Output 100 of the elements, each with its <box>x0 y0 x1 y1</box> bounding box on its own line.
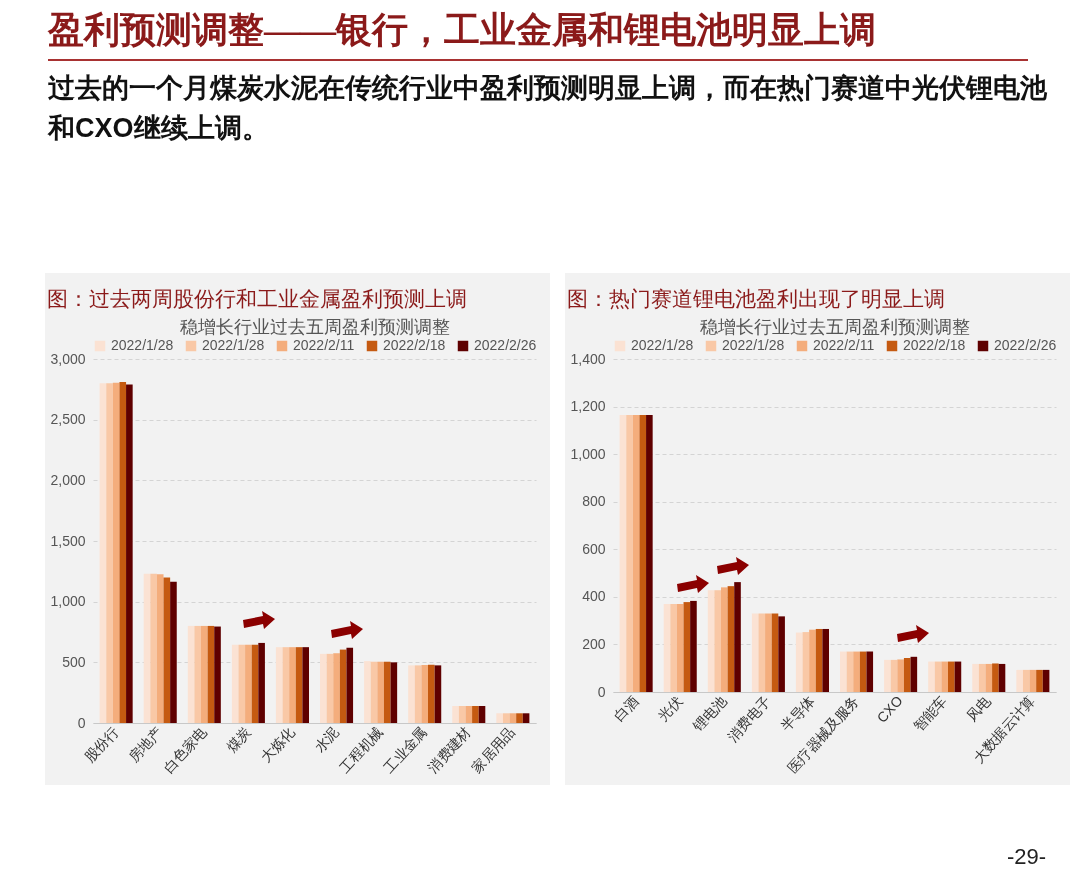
legend-label: 2022/1/28 <box>111 337 174 353</box>
bar <box>421 665 428 723</box>
x-tick-label: 白酒 <box>610 692 642 724</box>
bar <box>992 663 999 692</box>
bar <box>99 383 107 723</box>
bar <box>978 663 986 692</box>
y-tick-label: 0 <box>597 683 606 700</box>
bar <box>251 644 259 723</box>
bar <box>106 383 113 723</box>
bar <box>910 656 918 692</box>
bar <box>231 644 239 723</box>
legend-label: 2022/2/11 <box>813 337 875 353</box>
x-tick-label: 智能车 <box>909 692 950 735</box>
y-tick-label: 1,500 <box>50 532 86 549</box>
bar <box>734 582 741 692</box>
bar <box>954 661 962 692</box>
bar <box>163 577 171 723</box>
bar <box>802 632 810 692</box>
bar <box>289 647 296 723</box>
bar <box>414 665 422 723</box>
bar <box>1022 669 1030 692</box>
y-tick-label: 2,500 <box>50 411 86 428</box>
bar <box>509 713 517 723</box>
y-tick-label: 1,200 <box>570 398 606 415</box>
legend-label: 2022/2/11 <box>293 337 355 353</box>
bar <box>275 647 283 723</box>
bar <box>1016 669 1023 692</box>
bar <box>245 644 252 723</box>
y-tick-label: 2,000 <box>50 471 86 488</box>
x-tick-label: 锂电池 <box>688 692 730 736</box>
text: 过去的一个月煤炭水泥在传统行业中盈利预测明显上调，而在热门赛道中光伏锂电池和CXO继续上调。 <box>48 72 1048 145</box>
y-tick-label: 200 <box>582 635 606 652</box>
legend-label: 2022/1/28 <box>631 337 694 353</box>
bar <box>897 659 904 692</box>
bar <box>646 414 653 692</box>
bar <box>707 590 715 692</box>
bar <box>840 651 847 692</box>
bar <box>846 651 854 692</box>
bar <box>126 384 133 723</box>
bar <box>370 661 378 723</box>
bar <box>383 661 391 723</box>
bar <box>721 587 728 692</box>
bar <box>377 661 384 723</box>
bar <box>150 573 157 723</box>
y-tick-label: 1,400 <box>570 350 606 367</box>
text: -29- <box>1006 844 1046 870</box>
bar <box>516 713 523 723</box>
bar <box>502 713 510 723</box>
bar <box>815 628 823 692</box>
bar <box>771 613 779 692</box>
bar <box>928 661 935 692</box>
bar <box>670 603 677 692</box>
x-tick-label: 大炼化 <box>257 723 298 766</box>
chart-subtitle: 稳增长行业过去五周盈利预测调整 <box>699 317 970 337</box>
chart-subtitle: 稳增长行业过去五周盈利预测调整 <box>179 317 450 337</box>
bar <box>690 600 697 692</box>
legend-label: 2022/2/18 <box>383 337 446 353</box>
bar <box>238 644 246 723</box>
bar <box>408 665 415 723</box>
chart-title: 图：过去两周股份行和工业金属盈利预测上调 <box>47 286 467 312</box>
bar <box>948 661 955 692</box>
bar <box>795 632 803 692</box>
bar <box>452 706 459 723</box>
bar <box>941 661 948 692</box>
bar <box>985 663 993 692</box>
legend-label: 2022/1/28 <box>722 337 785 353</box>
bar <box>683 602 691 692</box>
bar <box>428 664 435 723</box>
bar <box>853 651 860 692</box>
bar <box>1036 669 1043 692</box>
bar <box>884 659 891 692</box>
bar <box>639 414 647 692</box>
bar <box>478 706 486 723</box>
bar <box>170 581 177 723</box>
bar <box>619 414 627 692</box>
bar <box>320 653 327 723</box>
bar <box>676 603 684 692</box>
legend-label: 2022/1/28 <box>202 337 265 353</box>
bar <box>859 651 867 692</box>
legend-label: 2022/2/18 <box>903 337 966 353</box>
bar <box>626 414 633 692</box>
chart-title: 图：热门赛道锂电池盈利出现了明显上调 <box>567 286 945 312</box>
bar <box>458 706 466 723</box>
bar <box>758 613 766 692</box>
x-tick-label: 煤炭 <box>222 723 254 755</box>
bar <box>214 626 221 723</box>
bar <box>302 647 309 723</box>
bar <box>903 657 911 692</box>
bar <box>339 649 347 723</box>
bar <box>156 574 164 723</box>
y-tick-label: 3,000 <box>50 350 86 367</box>
bar <box>187 625 195 723</box>
bar <box>809 629 816 692</box>
bar <box>727 586 735 692</box>
bar <box>472 706 479 723</box>
bar <box>143 573 151 723</box>
bar <box>201 625 208 723</box>
y-tick-label: 600 <box>582 540 606 557</box>
bar <box>119 382 127 723</box>
bar <box>632 414 640 692</box>
